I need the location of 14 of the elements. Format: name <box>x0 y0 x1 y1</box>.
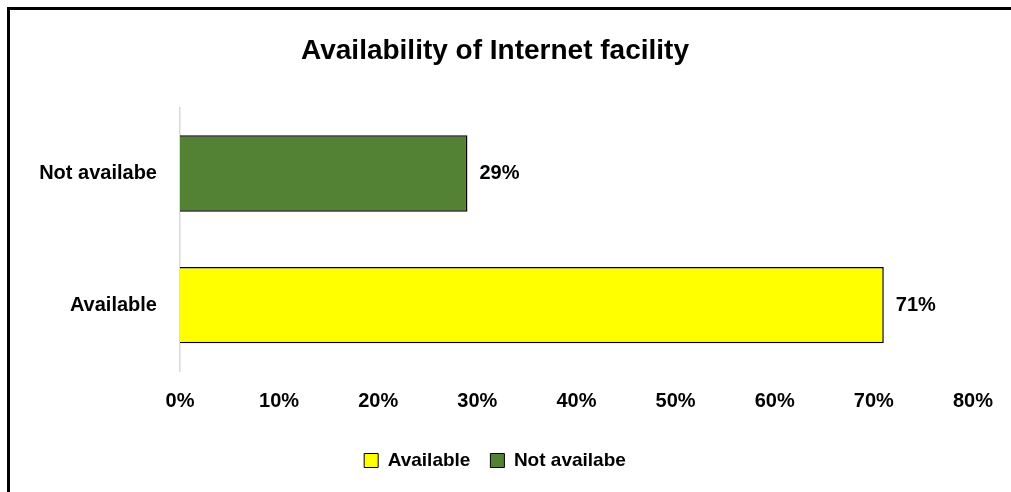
data-label: 29% <box>479 160 520 183</box>
x-tick-label: 80% <box>952 388 994 411</box>
data-label: 71% <box>895 292 937 315</box>
x-tick-label: 60% <box>754 388 795 411</box>
x-tick-label: 10% <box>259 388 300 411</box>
legend-label: Not availabe <box>513 448 626 470</box>
x-tick-label: 30% <box>457 388 498 411</box>
chart-title: Availability of Internet facility <box>301 33 690 65</box>
x-tick-label: 0% <box>165 388 195 411</box>
x-tick-label: 70% <box>853 388 895 411</box>
legend-label: Available <box>387 448 471 470</box>
x-tick-label: 20% <box>358 388 399 411</box>
x-tick-label: 40% <box>556 388 597 411</box>
x-tick-label: 50% <box>655 388 696 411</box>
